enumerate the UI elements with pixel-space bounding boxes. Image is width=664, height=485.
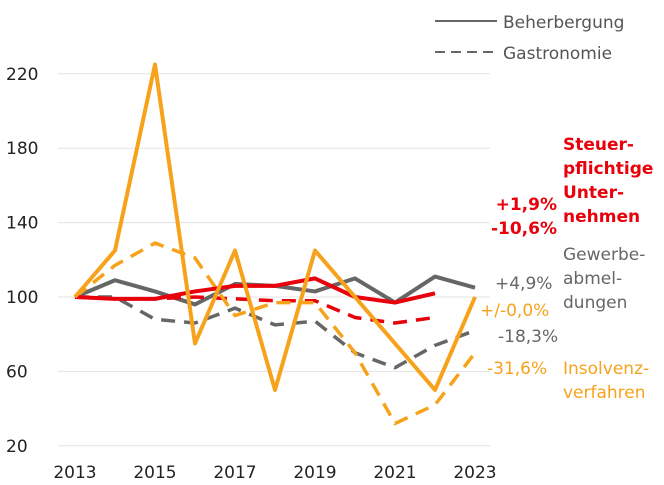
annotation: nehmen xyxy=(563,207,640,227)
series-line xyxy=(73,241,477,426)
annotation: abmel- xyxy=(563,269,622,289)
y-tick-label: 220 xyxy=(6,65,38,85)
annotation: +4,9% xyxy=(495,274,552,294)
y-tick-label: 20 xyxy=(6,437,28,457)
annotation: Unter- xyxy=(563,183,624,203)
annotation: -10,6% xyxy=(491,219,557,239)
annotation: Gewerbe- xyxy=(563,245,645,265)
x-tick-label: 2013 xyxy=(53,463,96,483)
annotation: +1,9% xyxy=(496,195,557,215)
x-tick-label: 2023 xyxy=(453,463,496,483)
series-line xyxy=(73,62,477,392)
annotation: dungen xyxy=(563,293,627,313)
legend-label: Gastronomie xyxy=(503,44,612,64)
legend-label: Beherbergung xyxy=(503,13,624,33)
x-tick-label: 2021 xyxy=(373,463,416,483)
annotation: -31,6% xyxy=(487,359,547,379)
x-tick-label: 2015 xyxy=(133,463,176,483)
y-tick-label: 140 xyxy=(6,214,38,234)
annotation: Steuer- xyxy=(563,135,634,155)
y-tick-label: 100 xyxy=(6,288,38,308)
annotation: -18,3% xyxy=(498,327,558,347)
y-tick-label: 60 xyxy=(6,362,28,382)
series-line xyxy=(74,276,436,305)
annotation: verfahren xyxy=(563,383,646,403)
x-tick-label: 2019 xyxy=(293,463,336,483)
annotation: +/-0,0% xyxy=(480,301,549,321)
x-tick-label: 2017 xyxy=(213,463,256,483)
annotation: Insolvenz- xyxy=(563,359,649,379)
y-tick-label: 180 xyxy=(6,139,38,159)
annotation: pflichtige xyxy=(563,159,653,179)
series-line xyxy=(75,295,476,370)
